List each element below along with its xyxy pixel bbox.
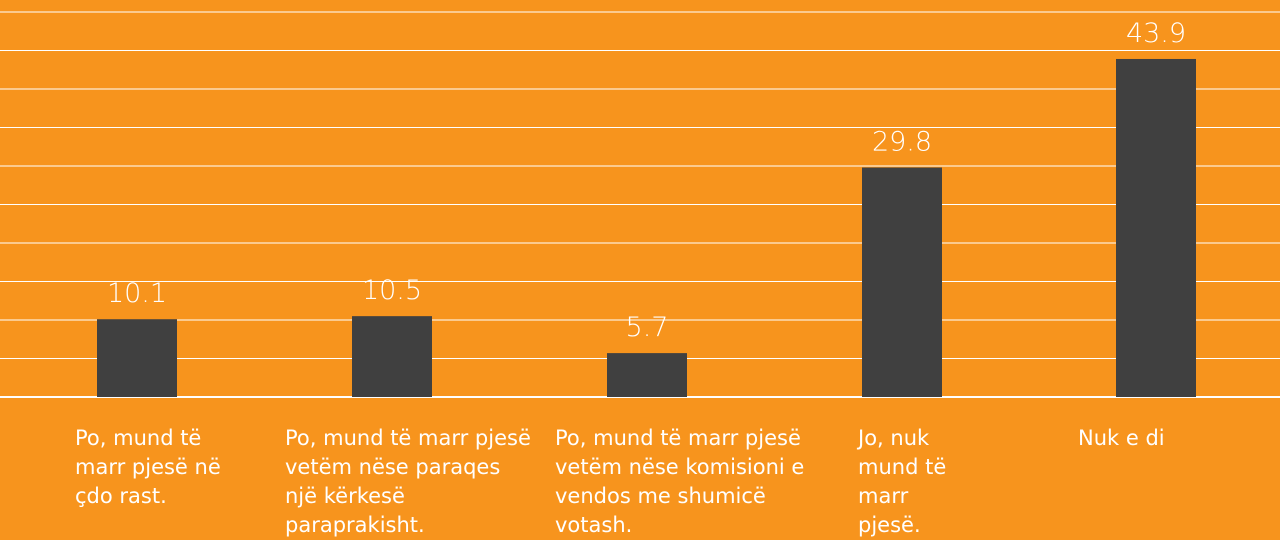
bar bbox=[1116, 58, 1196, 397]
bar bbox=[862, 167, 942, 397]
bar bbox=[352, 316, 432, 397]
x-tick-label: Nuk e di bbox=[1078, 426, 1165, 450]
bar bbox=[607, 353, 687, 397]
value-label: 43.9 bbox=[1126, 18, 1186, 49]
x-tick-label: Po, mund të marr pjesë vetëm nëse komisi… bbox=[555, 426, 805, 537]
x-tick-label: Jo, nuk mund të marr pjesë. bbox=[858, 426, 947, 537]
value-label: 10.5 bbox=[362, 275, 422, 306]
bar bbox=[97, 319, 177, 397]
x-tick-label: Po, mund të marr pjesë vetëm nëse paraqe… bbox=[285, 426, 531, 537]
value-label: 29.8 bbox=[872, 127, 932, 158]
x-tick-label: Po, mund të marr pjesë në çdo rast. bbox=[75, 426, 221, 508]
value-label: 5.7 bbox=[626, 312, 669, 343]
value-label: 10.1 bbox=[107, 278, 167, 309]
